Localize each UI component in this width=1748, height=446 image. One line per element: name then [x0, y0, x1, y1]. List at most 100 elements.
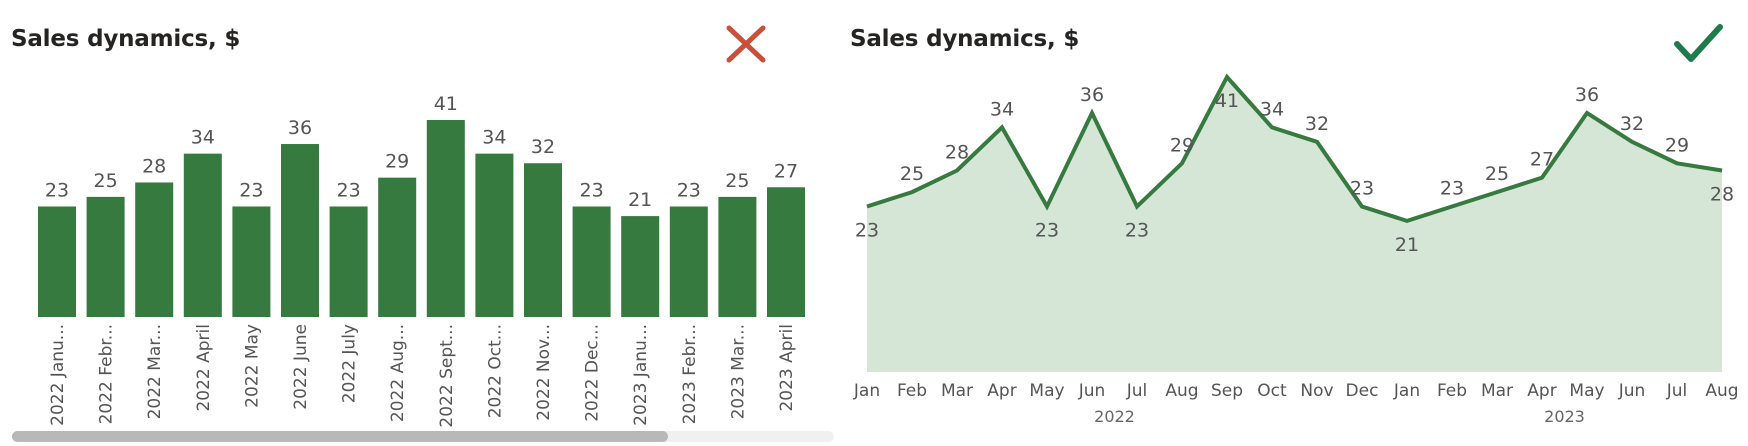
bar: [135, 182, 174, 317]
data-label: 36: [1575, 84, 1599, 106]
bar: [621, 216, 660, 317]
year-label: 2022: [1094, 407, 1135, 426]
bar-chart: 23 2022 Janu... 25 2022 Febr... 28 2022 Mar..…: [38, 25, 805, 428]
x-tick-label: 2022 June: [291, 324, 311, 410]
x-tick-label: Jan: [853, 381, 880, 401]
bar-value-label: 29: [385, 151, 409, 173]
bar: [232, 206, 271, 317]
x-tick-label: Dec: [1346, 381, 1379, 401]
x-tick-label: 2023 April: [777, 324, 797, 412]
data-label: 27: [1530, 149, 1554, 171]
bar-value-label: 23: [45, 179, 69, 201]
bar: [767, 187, 805, 317]
scrollbar-thumb[interactable]: [12, 431, 668, 442]
bar-value-label: 21: [628, 189, 652, 211]
x-tick-label: Apr: [987, 381, 1016, 401]
bar-value-label: 41: [434, 93, 458, 115]
year-label: 2023: [1544, 407, 1585, 426]
data-label: 23: [855, 220, 879, 242]
data-label: 25: [1485, 163, 1509, 185]
data-label: 34: [990, 98, 1014, 120]
cross-icon: [726, 25, 766, 63]
x-tick-label: Jan: [1393, 381, 1420, 401]
data-label: 36: [1080, 84, 1104, 106]
bar-value-label: 23: [239, 179, 263, 201]
bar: [426, 120, 465, 317]
bar-value-label: 25: [725, 170, 749, 192]
data-label: 23: [1350, 178, 1374, 200]
x-tick-label: 2022 Aug...: [388, 324, 408, 422]
area-chart-panel: Sales dynamics, $ 23 Jan 25 Feb 28 Mar 34 Apr 23…: [840, 0, 1748, 446]
data-label: 41: [1215, 90, 1239, 112]
bar-value-label: 23: [677, 179, 701, 201]
bar: [329, 206, 368, 317]
bar-chart-title: Sales dynamics, $: [11, 26, 241, 52]
bar-value-label: 34: [482, 127, 506, 149]
data-label: 23: [1125, 220, 1149, 242]
bar: [475, 153, 514, 317]
x-tick-label: Mar: [1481, 381, 1513, 401]
area-chart-title: Sales dynamics, $: [850, 26, 1080, 52]
x-tick-label: 2023 Mar...: [728, 324, 748, 419]
bar: [86, 196, 125, 317]
x-tick-label: Nov: [1300, 381, 1333, 401]
x-tick-label: 2022 Oct...: [485, 324, 505, 418]
x-tick-label: Jun: [1078, 381, 1106, 401]
series-line: [866, 73, 1723, 223]
bar-value-label: 27: [774, 160, 798, 182]
x-tick-label: Jun: [1618, 381, 1646, 401]
bar-value-label: 32: [531, 136, 555, 158]
bar-value-label: 28: [142, 155, 166, 177]
area-chart: 23 Jan 25 Feb 28 Mar 34 Apr 23 May 36 Jun 23 Jul 29 Aug…: [853, 24, 1739, 426]
x-tick-label: 2022 Nov...: [534, 324, 554, 421]
data-label: 32: [1620, 113, 1644, 135]
x-tick-label: Mar: [941, 381, 973, 401]
bar-value-label: 23: [337, 179, 361, 201]
x-tick-label: Jul: [1126, 381, 1148, 401]
data-label: 23: [1440, 178, 1464, 200]
x-tick-label: 2022 April: [194, 324, 214, 412]
x-tick-label: Feb: [897, 381, 927, 401]
bar: [669, 206, 708, 317]
x-tick-label: 2023 Janu...: [631, 324, 651, 426]
bar: [183, 153, 222, 317]
x-tick-label: 2022 Janu...: [48, 324, 68, 426]
bar-value-label: 34: [191, 127, 215, 149]
x-tick-label: Oct: [1257, 381, 1287, 401]
area-fill: [867, 77, 1722, 372]
bar-value-label: 36: [288, 117, 312, 139]
x-tick-label: Apr: [1527, 381, 1556, 401]
x-tick-label: Sep: [1211, 381, 1243, 401]
bar: [524, 163, 562, 317]
x-tick-label: 2022 Sept...: [437, 324, 457, 428]
bar: [38, 206, 76, 317]
x-tick-label: May: [1029, 381, 1064, 401]
x-tick-label: 2022 Dec...: [583, 324, 603, 422]
bar-value-label: 25: [94, 170, 118, 192]
data-label: 21: [1395, 234, 1419, 256]
x-tick-label: 2022 May: [242, 324, 262, 408]
checkmark-icon: [1674, 24, 1723, 62]
data-label: 28: [945, 142, 969, 164]
x-tick-label: Feb: [1437, 381, 1467, 401]
x-tick-label: Aug: [1165, 381, 1198, 401]
data-label: 32: [1305, 113, 1329, 135]
data-label: 28: [1710, 184, 1734, 206]
bar: [281, 144, 319, 317]
data-label: 23: [1035, 220, 1059, 242]
bar-chart-panel: Sales dynamics, $ 23 2022 Janu... 25 2022 F…: [0, 0, 840, 446]
x-tick-label: 2023 Febr...: [680, 324, 700, 424]
x-tick-label: 2022 Mar...: [145, 324, 165, 419]
x-tick-label: 2022 July: [340, 324, 360, 403]
x-tick-label: May: [1569, 381, 1604, 401]
data-label: 25: [900, 163, 924, 185]
bar: [378, 177, 417, 317]
data-label: 29: [1170, 134, 1194, 156]
x-tick-label: Jul: [1666, 381, 1688, 401]
x-tick-label: Aug: [1705, 381, 1738, 401]
x-tick-label: 2022 Febr...: [97, 324, 117, 424]
bar: [572, 206, 611, 317]
bar-value-label: 23: [580, 179, 604, 201]
data-label: 29: [1665, 134, 1689, 156]
bar: [718, 196, 757, 317]
